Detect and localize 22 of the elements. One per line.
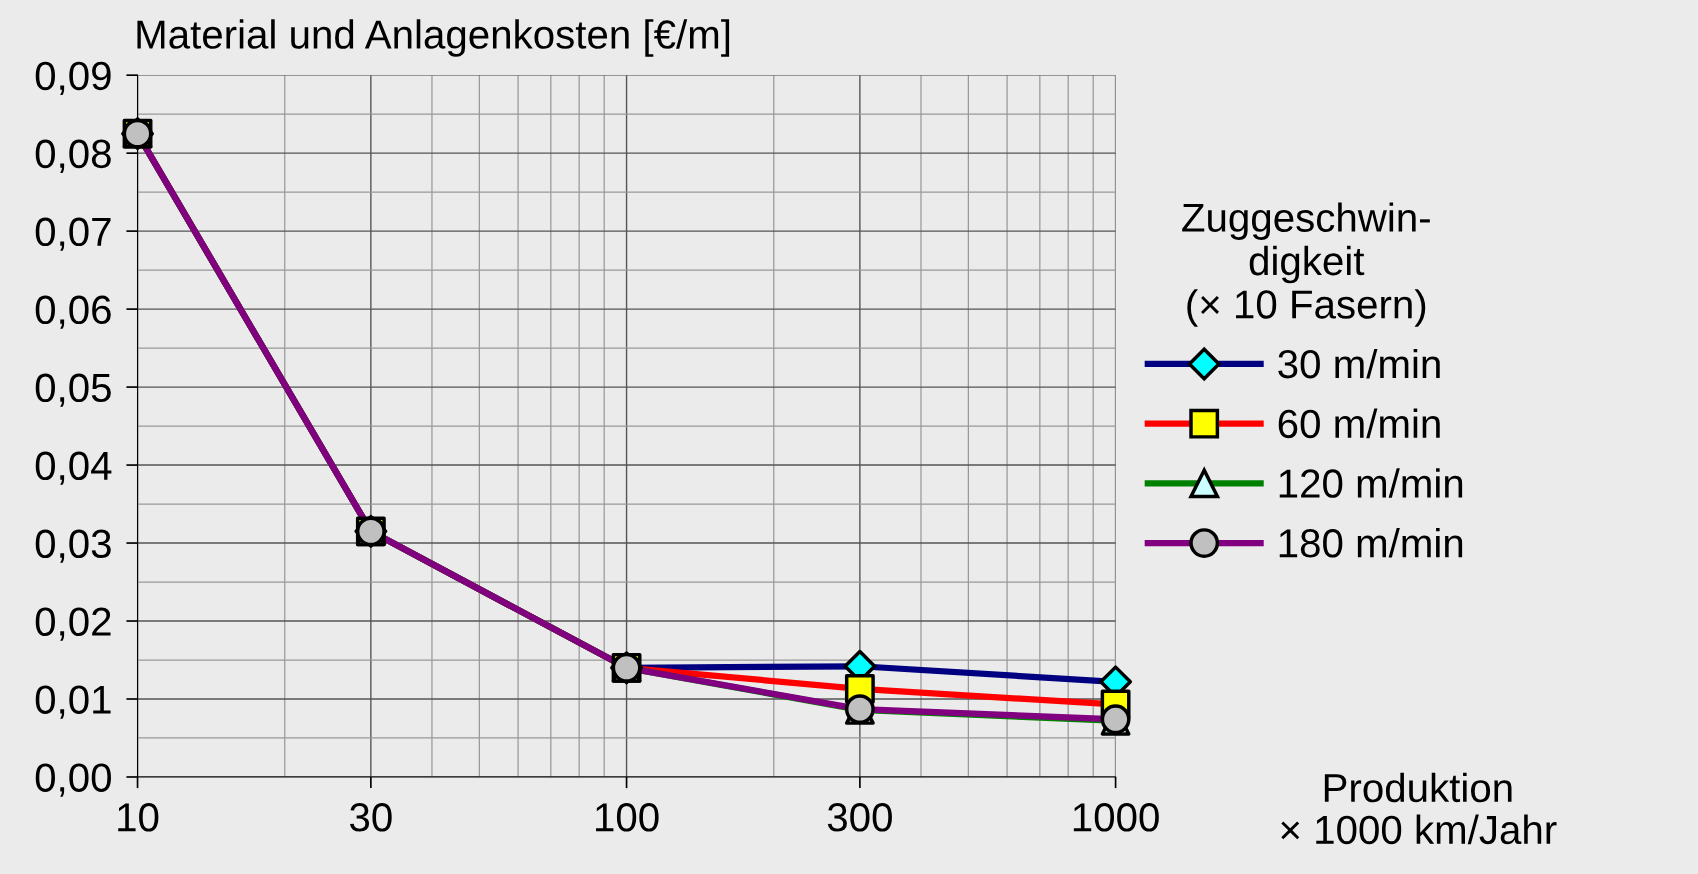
legend-title: Zuggeschwin- digkeit (× 10 Fasern) (1182, 202, 1430, 327)
legend-label: 60 m/min (1278, 408, 1440, 439)
legend-label: 120 m/min (1279, 468, 1463, 498)
x-axis-title: Produktion × 1000 km/Jahr (1281, 772, 1557, 845)
y-tick-label: 0,09 (35, 61, 111, 95)
x-tick-label: 10 (118, 803, 159, 832)
x-tick-label: 100 (596, 803, 659, 832)
y-axis-title: Material und Anlagenkosten [€/m] (137, 19, 730, 57)
y-tick-label: 0,05 (35, 373, 111, 407)
x-tick-label: 300 (827, 803, 892, 832)
y-tick-label: 0,01 (35, 685, 111, 719)
y-tick-label: 0,08 (35, 139, 111, 173)
legend-label: 180 m/min (1279, 527, 1463, 558)
y-tick-label: 0,06 (35, 295, 111, 329)
y-tick-label: 0,03 (35, 529, 111, 563)
legend-label: 30 m/min (1278, 348, 1440, 379)
x-tick-label: 30 (350, 803, 392, 832)
y-tick-label: 0,00 (35, 763, 111, 797)
y-tick-label: 0,07 (35, 217, 111, 251)
y-tick-label: 0,04 (35, 451, 112, 485)
x-tick-label: 1000 (1073, 803, 1159, 832)
y-tick-label: 0,02 (35, 607, 111, 641)
